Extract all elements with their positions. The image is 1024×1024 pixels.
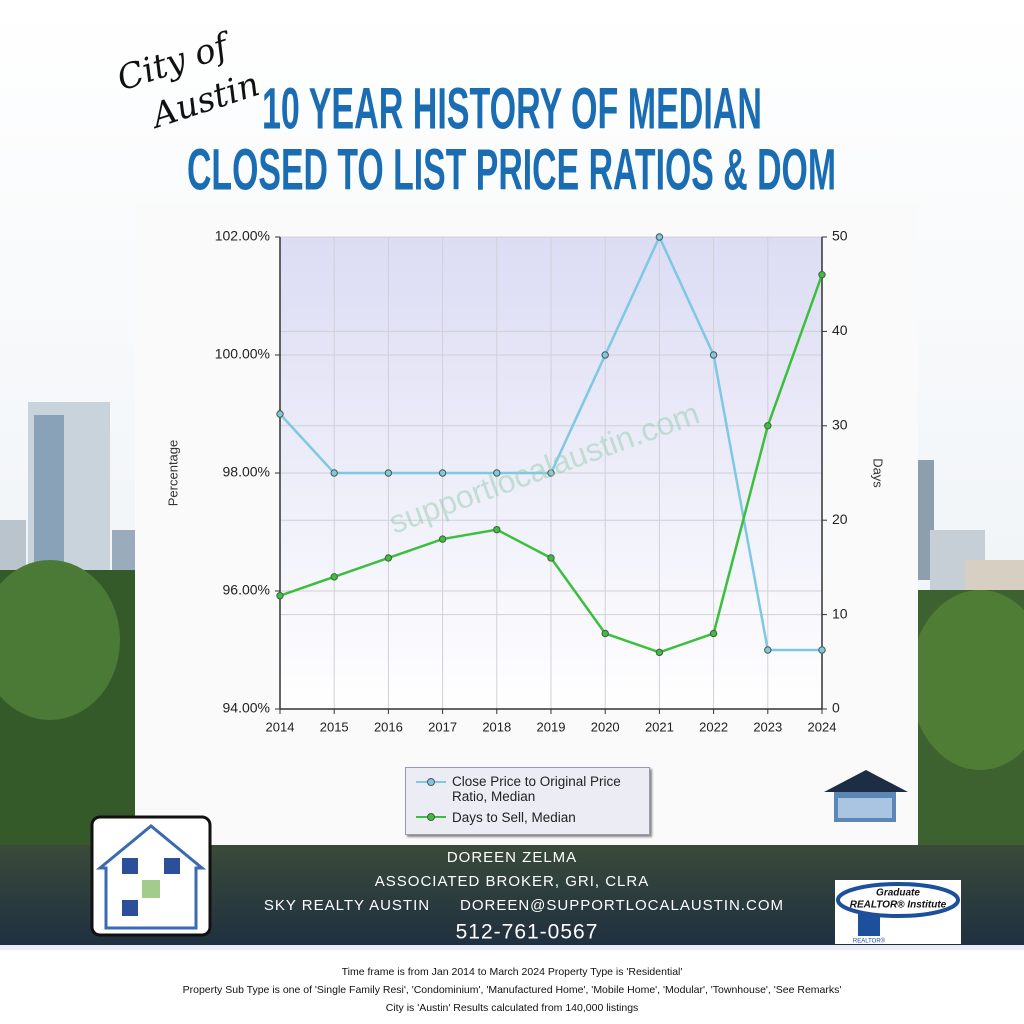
legend: Close Price to Original Price Ratio, Med…: [405, 767, 650, 835]
data-point: [384, 554, 393, 562]
legend-label: Close Price to Original Price Ratio, Med…: [452, 774, 621, 804]
legend-marker: [427, 778, 435, 786]
data-point: [493, 525, 501, 534]
x-tick-label: 2014: [266, 719, 295, 734]
contact-company: SKY REALTY AUSTIN: [264, 897, 430, 914]
data-point: [547, 554, 555, 562]
y2-tick-label: 20: [832, 511, 848, 527]
data-point: [438, 535, 447, 543]
x-tick-label: 2023: [753, 719, 782, 734]
data-point: [709, 351, 718, 359]
footer-note: Time frame is from Jan 2014 to March 202…: [342, 966, 683, 978]
data-point: [709, 629, 718, 638]
legend-swatch: [416, 813, 446, 821]
x-tick-label: 2018: [482, 719, 511, 734]
data-point: [655, 233, 664, 241]
data-point: [818, 646, 826, 654]
data-point: [330, 469, 338, 477]
y-tick-label: 98.00%: [223, 464, 270, 480]
data-point: [547, 469, 555, 477]
qr-code: [90, 815, 212, 937]
data-point: [276, 592, 284, 600]
data-point: [764, 422, 772, 430]
realtor-logo: Graduate REALTOR® Institute REALTOR®: [835, 880, 961, 945]
title: CLOSED TO LIST PRICE RATIOS & DOM: [187, 137, 836, 202]
legend-label: Days to Sell, Median: [452, 810, 576, 825]
x-tick-label: 2020: [591, 719, 620, 734]
data-point: [493, 469, 501, 477]
x-tick-label: 2019: [537, 719, 566, 734]
y2-tick-label: 10: [832, 605, 848, 621]
x-tick-label: 2022: [699, 719, 728, 734]
y-tick-label: 94.00%: [223, 700, 270, 716]
data-point: [655, 648, 664, 657]
data-point: [818, 271, 826, 279]
skyline: [0, 402, 1024, 870]
y2-tick-label: 40: [832, 322, 848, 338]
x-tick-label: 2021: [645, 719, 674, 734]
y-tick-label: 100.00%: [215, 346, 270, 362]
contact-role: ASSOCIATED BROKER, GRI, CLRA: [375, 873, 649, 890]
data-point: [384, 469, 393, 477]
y2-axis-label: Days: [871, 458, 886, 488]
y-axis-label: Percentage: [165, 440, 180, 507]
data-point: [764, 646, 772, 654]
y2-tick-label: 0: [832, 700, 840, 716]
contact-email: DOREEN@SUPPORTLOCALAUSTIN.COM: [460, 897, 784, 914]
logo-text: REALTOR® Institute: [850, 900, 947, 911]
house-icon: [824, 770, 908, 822]
y2-tick-label: 30: [832, 417, 848, 433]
data-point: [330, 573, 338, 581]
data-point: [601, 351, 609, 359]
contact-name: DOREEN ZELMA: [447, 849, 577, 866]
legend-swatch: [416, 778, 446, 786]
y-tick-label: 96.00%: [223, 582, 270, 598]
logo-text: REALTOR®: [853, 938, 886, 945]
logo-text: Graduate: [876, 888, 920, 899]
data-point: [438, 469, 447, 477]
x-tick-label: 2024: [808, 719, 837, 734]
title: 10 YEAR HISTORY OF MEDIAN: [262, 76, 762, 141]
y2-tick-label: 50: [832, 228, 848, 244]
data-point: [276, 410, 284, 418]
x-tick-label: 2016: [374, 719, 403, 734]
y-tick-label: 102.00%: [215, 228, 270, 244]
footer-note: City is 'Austin' Results calculated from…: [386, 1002, 639, 1014]
legend-marker: [427, 813, 435, 821]
footer-note: Property Sub Type is one of 'Single Fami…: [183, 984, 842, 996]
x-tick-label: 2017: [428, 719, 457, 734]
x-tick-label: 2015: [320, 719, 349, 734]
data-point: [601, 629, 609, 638]
contact-phone: 512-761-0567: [456, 921, 599, 944]
